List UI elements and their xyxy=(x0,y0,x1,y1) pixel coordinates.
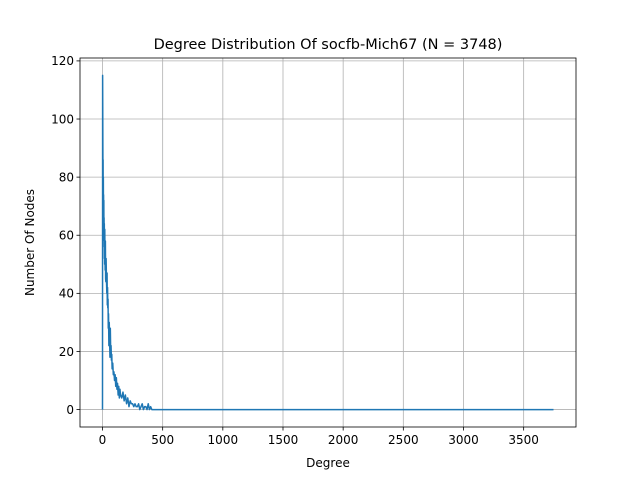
y-tick-label: 60 xyxy=(59,229,74,243)
data-layer xyxy=(101,74,554,411)
x-tick-label: 1000 xyxy=(208,433,239,447)
chart-title: Degree Distribution Of socfb-Mich67 (N =… xyxy=(154,37,503,53)
series-line-0 xyxy=(101,74,554,411)
x-tick-label: 0 xyxy=(99,433,107,447)
x-tick-label: 3500 xyxy=(508,433,539,447)
x-axis-label: Degree xyxy=(306,456,350,470)
y-tick-label: 40 xyxy=(59,287,74,301)
y-tick-label: 120 xyxy=(51,54,74,68)
y-tick-label: 20 xyxy=(59,345,74,359)
grid-layer xyxy=(80,58,576,427)
ticks-layer: 0 500 1000 1500 2000 2500 3000 3500 0 20 40 60 80 100… xyxy=(51,54,539,447)
x-tick-label: 500 xyxy=(151,433,174,447)
y-tick-label: 80 xyxy=(59,170,74,184)
y-tick-label: 100 xyxy=(51,112,74,126)
x-tick-label: 3000 xyxy=(448,433,479,447)
y-axis-label: Number Of Nodes xyxy=(23,189,37,296)
plot-frame xyxy=(79,57,577,428)
y-tick-label: 0 xyxy=(66,403,74,417)
x-tick-label: 2000 xyxy=(328,433,359,447)
x-tick-label: 2500 xyxy=(388,433,419,447)
x-tick-label: 1500 xyxy=(268,433,299,447)
